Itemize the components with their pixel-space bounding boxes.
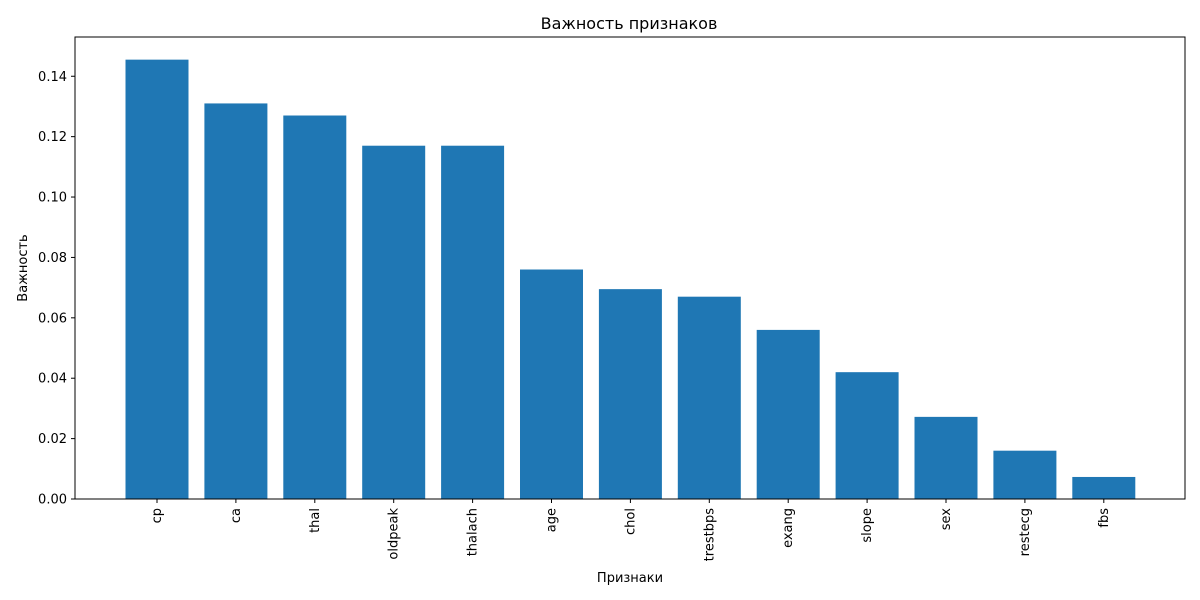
y-tick-label: 0.10	[38, 191, 67, 206]
x-tick-label-thalach: thalach	[466, 508, 481, 556]
y-axis-title: Важность	[16, 234, 31, 301]
bar-fbs	[1072, 476, 1136, 499]
y-tick-label: 0.04	[38, 372, 67, 387]
bar-exang	[756, 329, 820, 499]
bar-cp	[125, 59, 189, 500]
x-tick-label-chol: chol	[623, 508, 638, 535]
y-tick-label: 0.08	[38, 251, 67, 266]
bar-chol	[598, 289, 662, 499]
y-tick-label: 0.14	[38, 70, 67, 85]
bar-thal	[283, 115, 347, 499]
x-tick-label-restecg: restecg	[1018, 508, 1033, 556]
x-tick-label-cp: cp	[150, 508, 165, 523]
x-tick-label-ca: ca	[229, 508, 244, 523]
x-tick-label-fbs: fbs	[1097, 508, 1112, 528]
x-tick-label-age: age	[545, 508, 560, 532]
bar-restecg	[993, 450, 1057, 499]
y-tick-label: 0.06	[38, 311, 67, 326]
x-tick-label-slope: slope	[860, 508, 875, 543]
chart-title: Важность признаков	[541, 14, 718, 33]
bar-oldpeak	[362, 145, 426, 499]
x-tick-label-trestbps: trestbps	[702, 508, 717, 562]
x-tick-label-oldpeak: oldpeak	[387, 508, 402, 560]
x-tick-label-exang: exang	[781, 508, 796, 548]
y-tick-label: 0.12	[38, 130, 67, 145]
x-tick-label-thal: thal	[308, 508, 323, 533]
x-axis: cp ca thal oldpeak thalach age chol trestbps exa…	[150, 499, 1112, 561]
y-tick-label: 0.00	[38, 493, 67, 508]
bars-group	[125, 59, 1136, 500]
bar-age	[520, 269, 583, 499]
bar-ca	[204, 103, 268, 500]
x-axis-title: Признаки	[597, 571, 663, 586]
bar-trestbps	[677, 296, 741, 499]
bar-thalach	[441, 145, 505, 499]
y-tick-label: 0.02	[38, 432, 67, 447]
bar-slope	[835, 372, 899, 499]
y-axis: 0.00 0.02 0.04 0.06 0.08 0.10 0.12 0.14	[38, 70, 75, 508]
bar-sex	[914, 416, 978, 499]
plot-frame	[74, 36, 1186, 500]
x-tick-label-sex: sex	[939, 508, 954, 531]
